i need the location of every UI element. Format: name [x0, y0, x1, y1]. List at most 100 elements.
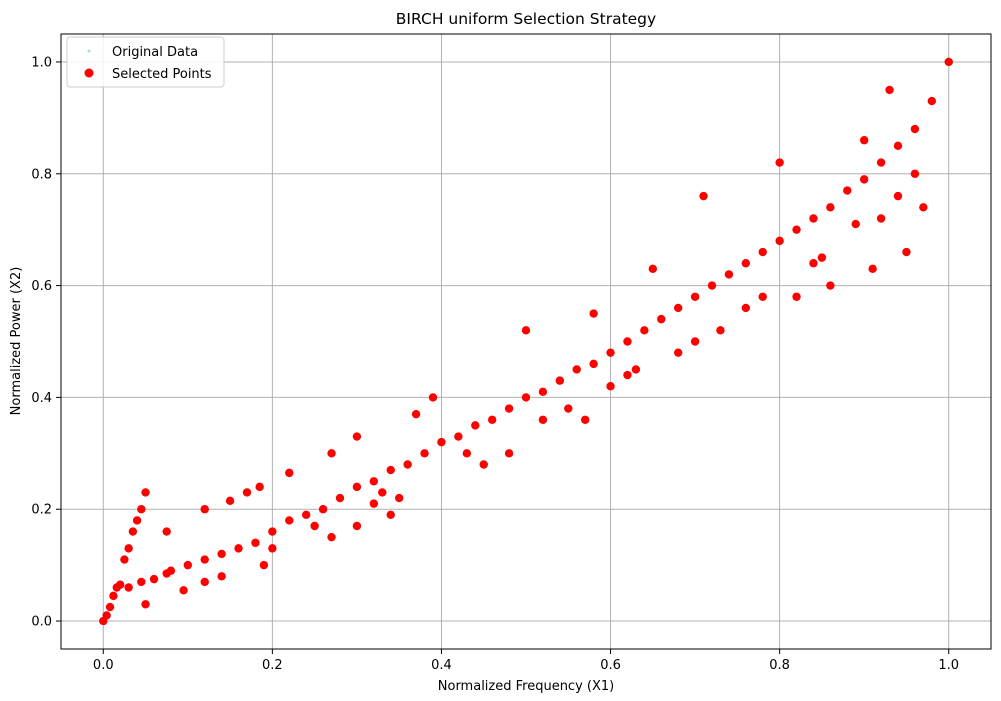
- scatter-point: [386, 510, 395, 520]
- scatter-point: [225, 496, 235, 506]
- scatter-point: [137, 505, 146, 514]
- scatter-point: [775, 158, 784, 167]
- axes-frame: [60, 33, 992, 650]
- x-tick-label: 0.0: [93, 658, 114, 673]
- scatter-point: [120, 555, 129, 564]
- legend-label-original-data: Original Data: [112, 45, 198, 60]
- scatter-point: [162, 527, 171, 536]
- scatter-point: [640, 326, 649, 335]
- scatter-point: [521, 326, 531, 335]
- scatter-point: [690, 337, 700, 346]
- scatter-point: [411, 409, 421, 419]
- scatter-point: [826, 281, 835, 290]
- scatter-point: [775, 236, 784, 246]
- scatter-point: [843, 186, 852, 195]
- scatter-point: [572, 365, 581, 374]
- scatter-point: [555, 376, 565, 385]
- scatter-point: [817, 253, 827, 262]
- scatter-point: [109, 591, 118, 601]
- scatter-point: [179, 586, 188, 595]
- scatter-point: [851, 219, 860, 229]
- scatter-point: [564, 404, 573, 413]
- scatter-point: [437, 437, 446, 447]
- scatter-point: [259, 560, 269, 570]
- y-tick-label: 0.8: [31, 167, 52, 182]
- scatter-point: [327, 449, 336, 458]
- scatter-point: [462, 449, 472, 458]
- scatter-point: [521, 393, 531, 402]
- scatter-point: [217, 549, 226, 559]
- scatter-point: [102, 611, 111, 620]
- scatter-point: [623, 337, 632, 346]
- scatter-point: [631, 365, 641, 374]
- scatter-point: [487, 415, 497, 424]
- scatter-point: [124, 544, 133, 553]
- scatter-point: [268, 527, 277, 536]
- scatter-point: [141, 600, 150, 609]
- scatter-point: [893, 141, 903, 151]
- scatter-point: [200, 505, 209, 514]
- scatter-point: [876, 158, 886, 167]
- scatter-point: [403, 460, 412, 469]
- scatter-point: [318, 505, 328, 514]
- y-tick-label: 0.0: [31, 615, 52, 630]
- scatter-point: [255, 482, 264, 492]
- scatter-point: [420, 449, 429, 458]
- scatter-point: [885, 85, 894, 95]
- scatter-point: [876, 214, 886, 223]
- scatter-point: [690, 292, 700, 301]
- scatter-point: [394, 493, 404, 503]
- legend-label-selected-points: Selected Points: [112, 67, 212, 82]
- scatter-point: [792, 225, 801, 234]
- scatter-point: [657, 314, 666, 324]
- scatter-point: [741, 259, 751, 268]
- scatter-point: [716, 326, 725, 335]
- scatter-point: [673, 348, 683, 357]
- y-tick-label: 0.2: [31, 503, 52, 518]
- scatter-point: [115, 580, 125, 589]
- x-tick-label: 1.0: [938, 658, 959, 673]
- chart-title: BIRCH uniform Selection Strategy: [396, 10, 656, 28]
- scatter-point: [589, 359, 598, 369]
- scatter-point: [868, 264, 877, 274]
- scatter-point: [335, 493, 345, 503]
- scatter-point: [859, 136, 869, 145]
- scatter-point: [538, 415, 548, 424]
- scatter-point: [707, 281, 717, 290]
- scatter-point: [859, 175, 869, 184]
- scatter-point: [826, 203, 835, 212]
- x-tick-label: 0.6: [600, 658, 621, 673]
- scatter-point: [623, 370, 632, 380]
- scatter-point: [268, 544, 277, 553]
- scatter-point: [200, 577, 209, 587]
- scatter-point: [234, 544, 243, 553]
- scatter-point: [910, 124, 920, 134]
- scatter-point: [242, 488, 252, 497]
- scatter-point: [141, 488, 150, 497]
- scatter-point: [285, 468, 294, 478]
- scatter-point: [352, 521, 362, 531]
- scatter-point: [919, 203, 928, 212]
- scatter-point: [927, 96, 937, 106]
- scatter-point: [538, 387, 548, 397]
- x-tick-label: 0.8: [769, 658, 790, 673]
- scatter-point: [137, 577, 146, 587]
- scatter-point: [479, 460, 488, 469]
- scatter-point: [352, 432, 362, 441]
- scatter-point: [893, 191, 903, 201]
- scatter-point: [910, 169, 920, 178]
- scatter-point: [589, 309, 598, 318]
- scatter-point: [471, 421, 480, 430]
- x-tick-label: 0.2: [262, 658, 283, 673]
- y-tick-label: 0.4: [31, 391, 52, 406]
- scatter-point: [648, 264, 658, 274]
- y-tick-label: 1.0: [31, 55, 52, 70]
- x-tick-label: 0.4: [431, 658, 452, 673]
- scatter-point: [132, 516, 142, 525]
- scatter-point: [327, 532, 336, 542]
- legend-marker-selected-points: [84, 68, 94, 78]
- scatter-point: [105, 602, 115, 612]
- scatter-point: [454, 432, 463, 441]
- scatter-point: [902, 247, 911, 257]
